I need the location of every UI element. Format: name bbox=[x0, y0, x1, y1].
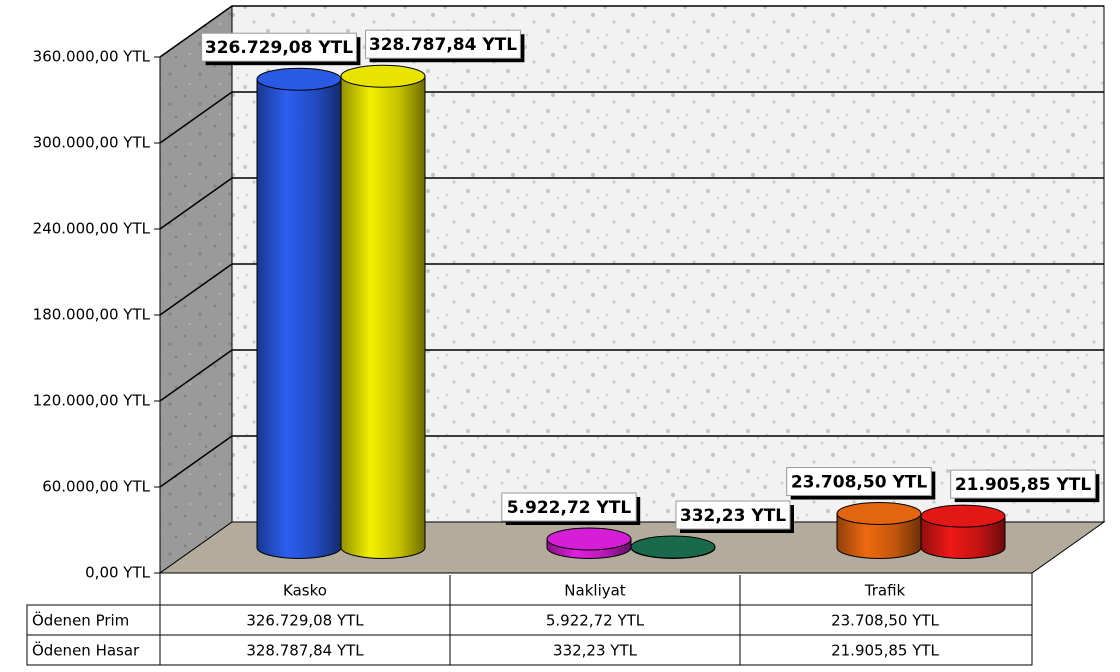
y-tick-label: 120.000,00 YTL bbox=[33, 392, 151, 410]
data-label: 5.922,72 YTL bbox=[507, 498, 632, 518]
plot: 326.729,08 YTL 328.787,84 YTL 5.922,72 YTL… bbox=[159, 5, 1104, 559]
y-tick-label: 0,00 YTL bbox=[85, 564, 150, 582]
legend-label: Ödenen Prim bbox=[32, 611, 129, 630]
legend-label: Ödenen Hasar bbox=[32, 641, 140, 660]
grid-line bbox=[159, 263, 233, 316]
y-tick-label: 360.000,00 YTL bbox=[33, 48, 151, 66]
grid-line bbox=[159, 5, 233, 58]
table-cell: 21.905,85 YTL bbox=[831, 642, 939, 660]
bar-top bbox=[630, 535, 716, 559]
table-cell: 328.787,84 YTL bbox=[246, 642, 364, 660]
bar-top bbox=[256, 67, 342, 91]
label-box bbox=[950, 469, 1096, 499]
grid-line bbox=[159, 349, 233, 402]
label-box bbox=[365, 29, 521, 59]
table-cell: 23.708,50 YTL bbox=[831, 612, 939, 630]
bar-top bbox=[546, 527, 632, 551]
table-cell: 326.729,08 YTL bbox=[246, 612, 364, 630]
bar-top bbox=[836, 502, 922, 526]
bar-top bbox=[340, 64, 426, 88]
y-tick-label: 240.000,00 YTL bbox=[33, 220, 151, 238]
bar bbox=[836, 513, 922, 559]
y-tick-label: 180.000,00 YTL bbox=[33, 306, 151, 324]
data-label: 328.787,84 YTL bbox=[369, 35, 517, 55]
data-label: 326.729,08 YTL bbox=[205, 38, 353, 58]
label-box bbox=[786, 467, 932, 497]
label-box bbox=[675, 500, 791, 530]
data-table bbox=[26, 573, 1033, 666]
x-tick-label: Kasko bbox=[283, 582, 327, 600]
data-label: 21.905,85 YTL bbox=[955, 475, 1092, 495]
label-box bbox=[201, 32, 357, 62]
bar bbox=[340, 75, 426, 559]
bar bbox=[256, 78, 342, 559]
label-box bbox=[501, 492, 637, 522]
data-label: 332,23 YTL bbox=[680, 506, 786, 526]
grid-line bbox=[159, 435, 233, 488]
bar-top bbox=[920, 504, 1006, 528]
grid-line bbox=[159, 91, 233, 144]
data-label: 23.708,50 YTL bbox=[791, 473, 928, 493]
y-tick-label: 300.000,00 YTL bbox=[33, 134, 151, 152]
grid-line bbox=[159, 177, 233, 230]
x-tick-label: Nakliyat bbox=[564, 582, 626, 600]
x-tick-label: Trafik bbox=[864, 582, 906, 600]
table-cell: 332,23 YTL bbox=[553, 642, 638, 660]
bar bbox=[920, 515, 1006, 559]
y-tick-label: 60.000,00 YTL bbox=[42, 478, 150, 496]
table-cell: 5.922,72 YTL bbox=[546, 612, 645, 630]
